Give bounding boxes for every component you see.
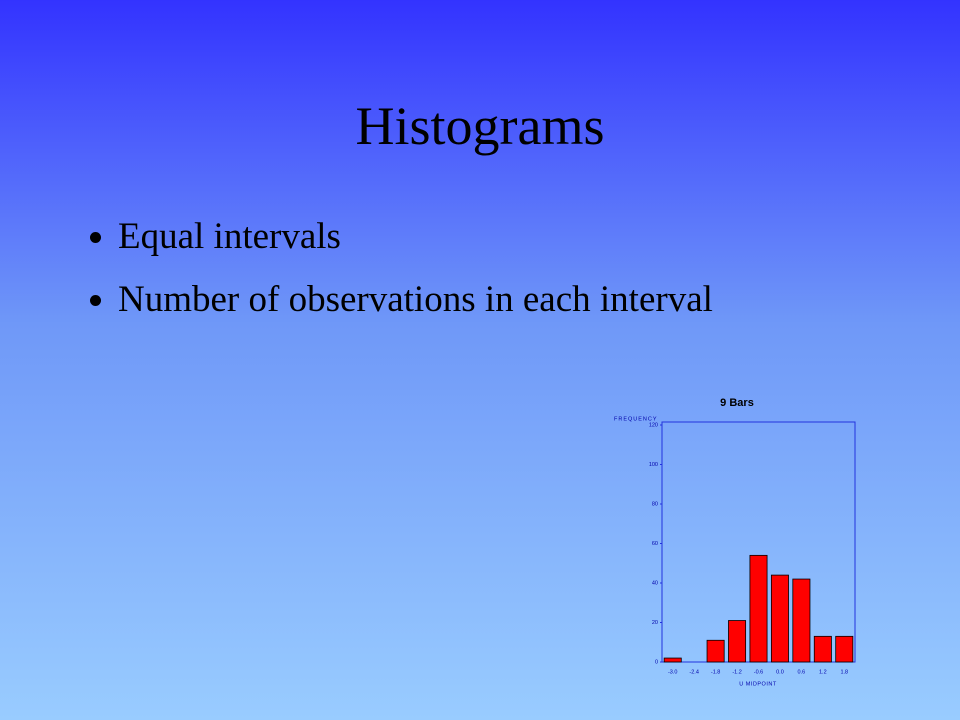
bullet: Number of observations in each interval (118, 278, 713, 321)
bullet-list: Equal intervals Number of observations i… (84, 215, 713, 341)
bar (770, 574, 789, 663)
x-tick-label: -2.4 (689, 669, 698, 675)
x-tick-label: -3.0 (668, 669, 677, 675)
y-tick-label: 20 (652, 620, 658, 626)
y-tick-label: 60 (652, 541, 658, 547)
bar (813, 635, 832, 663)
bar (663, 657, 682, 663)
y-axis-label: FREQUENCY (614, 416, 658, 422)
slide-title: Histograms (355, 96, 605, 156)
y-tick-label: 40 (652, 580, 658, 586)
x-tick-label: -1.8 (711, 669, 720, 675)
y-tick-label: 80 (652, 501, 658, 507)
bar (706, 639, 725, 663)
x-tick-label: -1.2 (732, 669, 741, 675)
bar (728, 620, 747, 663)
x-tick-label: -0.6 (754, 669, 763, 675)
bar (835, 635, 854, 663)
chart-title: 9 Bars (720, 397, 754, 409)
x-tick-label: 1.8 (840, 669, 848, 675)
y-tick-label: 120 (649, 422, 658, 428)
bar (749, 554, 768, 663)
bar (792, 578, 811, 663)
y-tick-label: 0 (655, 659, 658, 665)
x-tick-label: 0.0 (776, 669, 784, 675)
y-tick-label: 100 (649, 462, 658, 468)
x-tick-label: 1.2 (819, 669, 827, 675)
x-axis-label: U MIDPOINT (739, 681, 777, 687)
x-tick-label: 0.6 (798, 669, 806, 675)
bullet: Equal intervals (118, 215, 713, 258)
